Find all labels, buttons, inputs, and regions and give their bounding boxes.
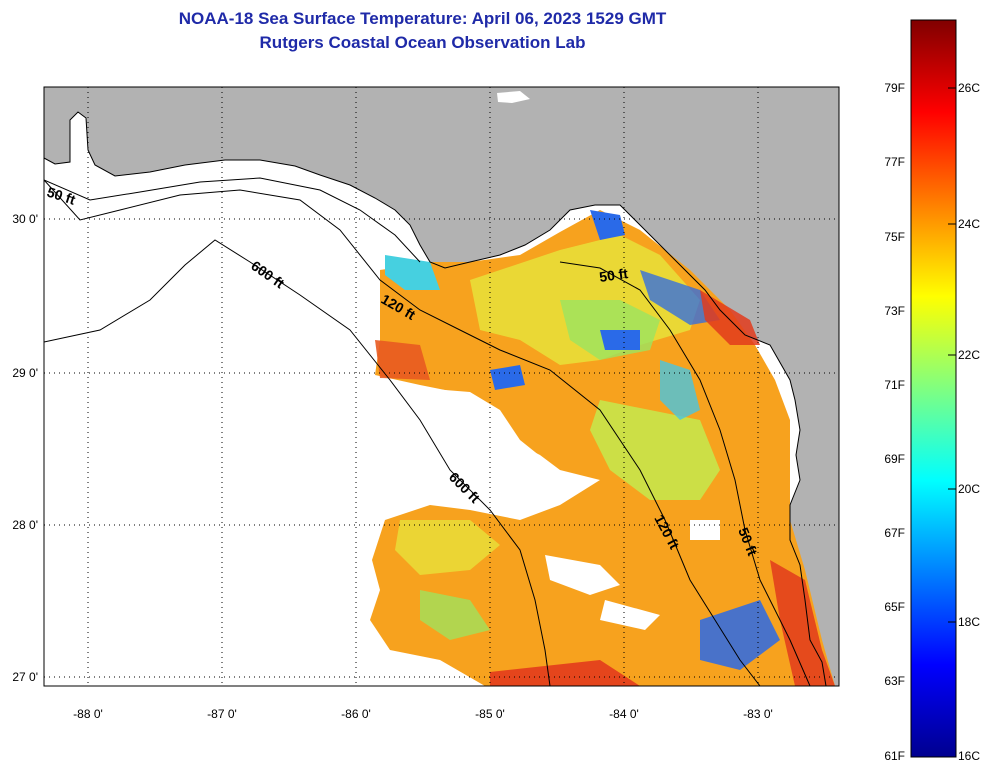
- c-tick: 26C: [958, 81, 980, 95]
- f-tick: 75F: [884, 230, 905, 244]
- f-tick: 65F: [884, 600, 905, 614]
- coastline: [44, 111, 827, 686]
- f-tick: 69F: [884, 452, 905, 466]
- f-tick: 63F: [884, 674, 905, 688]
- c-tick: 16C: [958, 749, 980, 763]
- longitude-axis: -88 0' -87 0' -86 0' -85 0' -84 0' -83 0…: [73, 707, 773, 721]
- lat-tick: 30 0': [12, 212, 38, 226]
- lon-tick: -85 0': [475, 707, 505, 721]
- lat-tick: 28 0': [12, 518, 38, 532]
- c-tick: 20C: [958, 482, 980, 496]
- c-tick: 24C: [958, 217, 980, 231]
- plot-frame: [43, 86, 840, 687]
- lon-tick: -86 0': [341, 707, 371, 721]
- isobath-50ft: [44, 177, 811, 686]
- f-tick: 67F: [884, 526, 905, 540]
- f-tick: 71F: [884, 378, 905, 392]
- sst-data-layer: [370, 210, 835, 686]
- f-tick: 73F: [884, 304, 905, 318]
- isobath-600ft: [44, 239, 551, 686]
- lat-tick: 29 0': [12, 366, 38, 380]
- f-tick: 77F: [884, 155, 905, 169]
- f-tick: 79F: [884, 81, 905, 95]
- land-mass: [44, 87, 839, 686]
- c-tick: 22C: [958, 348, 980, 362]
- celsius-scale: 26C 24C 22C 20C 18C 16C: [958, 81, 980, 763]
- lon-tick: -88 0': [73, 707, 103, 721]
- f-tick: 61F: [884, 749, 905, 763]
- color-scale-bar: [910, 19, 957, 758]
- lat-tick: 27 0': [12, 670, 38, 684]
- map-subtitle: Rutgers Coastal Ocean Observation Lab: [259, 33, 586, 52]
- latitude-axis: 30 0' 29 0' 28 0' 27 0': [12, 212, 38, 684]
- isobath-120ft: [44, 179, 761, 686]
- isobath-label-50ft: 50 ft: [598, 265, 629, 285]
- map-title: NOAA-18 Sea Surface Temperature: April 0…: [178, 9, 667, 28]
- fahrenheit-scale: 79F 77F 75F 73F 71F 69F 67F 65F 63F 61F: [884, 81, 905, 763]
- lake-patch: [497, 91, 530, 103]
- lon-tick: -84 0': [609, 707, 639, 721]
- lon-tick: -83 0': [743, 707, 773, 721]
- colorbar-ticks: [948, 87, 956, 623]
- lon-tick: -87 0': [207, 707, 237, 721]
- c-tick: 18C: [958, 615, 980, 629]
